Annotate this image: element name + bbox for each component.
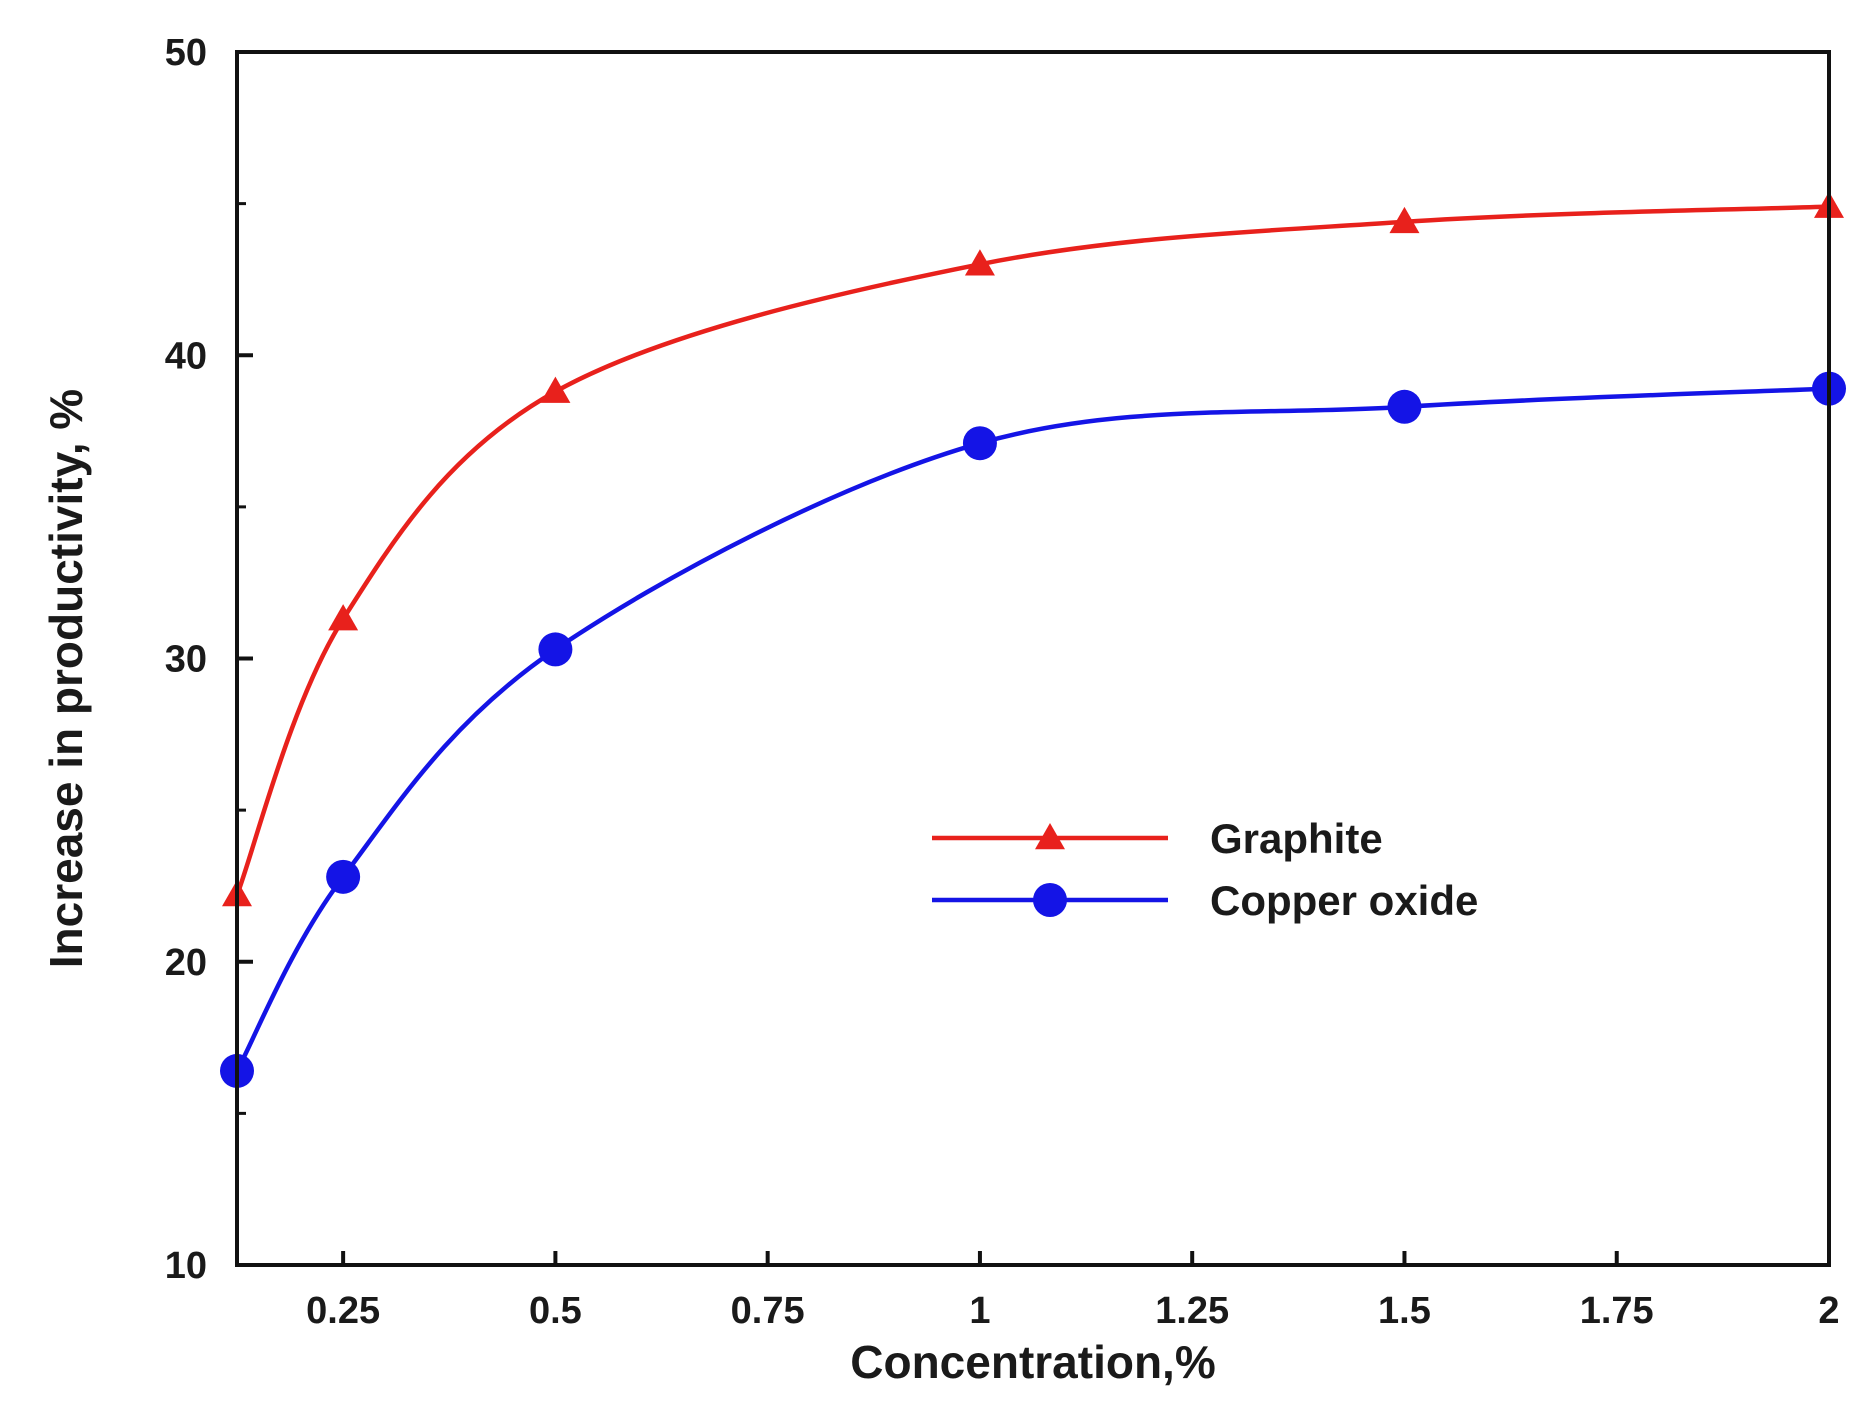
x-axis-title: Concentration,% bbox=[850, 1336, 1215, 1388]
series-layer bbox=[220, 191, 1846, 1088]
series-line-copper-oxide bbox=[235, 386, 1830, 1072]
data-point-copper-oxide bbox=[1387, 389, 1422, 424]
data-point-graphite bbox=[328, 604, 359, 631]
data-point-copper-oxide bbox=[326, 859, 361, 894]
x-tick-label: 1 bbox=[969, 1290, 990, 1332]
y-tick-label: 20 bbox=[165, 942, 207, 984]
series-line-graphite bbox=[234, 204, 1830, 896]
x-tick-label: 0.25 bbox=[306, 1290, 380, 1332]
y-tick-label: 10 bbox=[165, 1245, 207, 1287]
data-point-copper-oxide bbox=[538, 632, 573, 667]
x-tick-label: 2 bbox=[1818, 1290, 1839, 1332]
legend-marker-graphite bbox=[1035, 823, 1065, 850]
x-tick-label: 0.5 bbox=[529, 1290, 582, 1332]
legend-label-graphite: Graphite bbox=[1210, 815, 1383, 862]
plot-border bbox=[235, 50, 1831, 1267]
x-tick-label: 1.75 bbox=[1580, 1290, 1654, 1332]
x-tick-label: 1.25 bbox=[1155, 1290, 1229, 1332]
data-point-copper-oxide bbox=[962, 426, 997, 461]
y-axis-title: Increase in productivity, % bbox=[40, 389, 92, 968]
plot-frame bbox=[235, 50, 1831, 1267]
data-point-graphite bbox=[964, 249, 995, 276]
legend-label-copper-oxide: Copper oxide bbox=[1210, 877, 1478, 924]
legend: Graphite Copper oxide bbox=[932, 815, 1478, 924]
y-tick-label: 30 bbox=[165, 639, 207, 681]
data-point-graphite bbox=[1389, 206, 1420, 234]
y-tick-label: 40 bbox=[165, 335, 207, 377]
x-tick-label: 1.5 bbox=[1378, 1290, 1431, 1332]
x-tick-label: 0.75 bbox=[731, 1290, 805, 1332]
legend-marker-copper-oxide bbox=[1033, 883, 1067, 917]
y-tick-label: 50 bbox=[165, 32, 207, 74]
axis-ticks: 0.25 0.5 0.75 1 1.25 1.5 1.75 2 10 20 30 40 50 bbox=[165, 32, 1840, 1332]
data-point-graphite bbox=[540, 376, 571, 403]
